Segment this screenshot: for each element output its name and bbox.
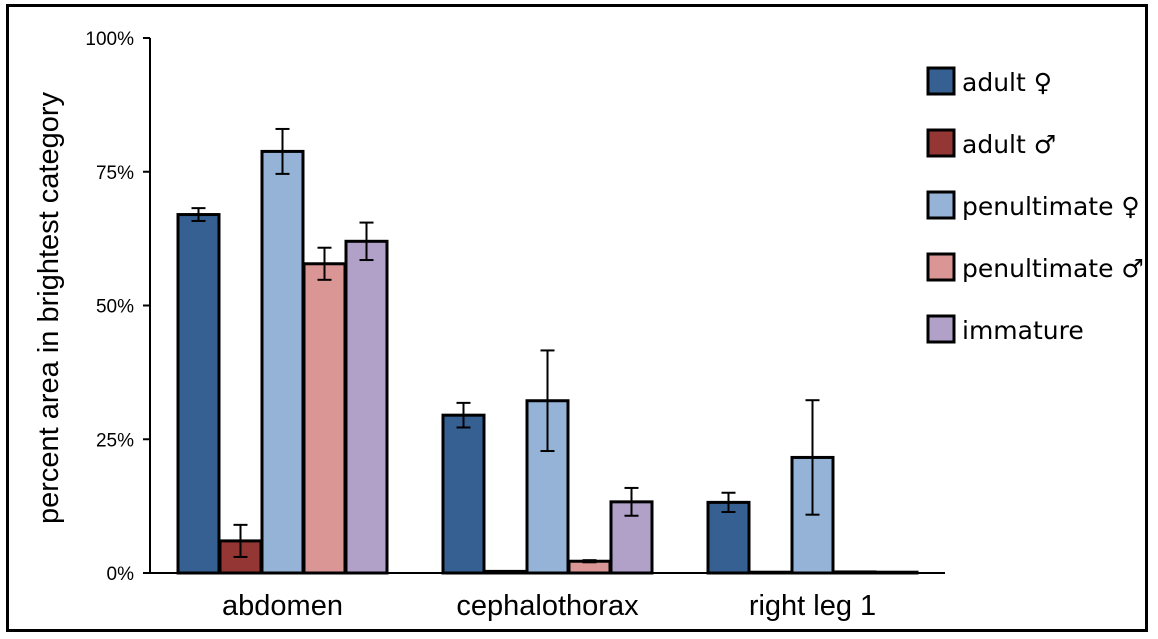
legend-label: penultimate ♀	[962, 192, 1140, 221]
y-ticks-layer: 0% 25% 50% 75% 100%	[85, 29, 150, 585]
y-tick-label: 0%	[107, 564, 135, 585]
bar	[260, 149, 305, 575]
error-bars-layer	[191, 127, 820, 564]
y-tick-label: 75%	[96, 163, 134, 184]
legend-label: penultimate ♂	[962, 254, 1144, 283]
legend-swatch	[926, 314, 956, 344]
y-axis-title: percent area in brightest category	[33, 91, 65, 524]
bar	[344, 239, 389, 575]
legend-label: immature	[962, 316, 1084, 345]
legend-swatch	[926, 252, 956, 282]
legend-label: adult ♀	[962, 68, 1052, 97]
y-tick-label: 25%	[96, 430, 134, 451]
category-labels-layer: abdomen cephalothorax right leg 1	[222, 590, 876, 622]
category-label: abdomen	[222, 590, 343, 622]
category-label: right leg 1	[749, 590, 876, 622]
legend-swatch	[926, 128, 956, 158]
bar	[302, 262, 347, 575]
bars-layer	[176, 149, 919, 575]
y-tick-label: 50%	[96, 297, 134, 318]
legend-swatch	[926, 190, 956, 220]
y-tick-label: 100%	[85, 29, 134, 50]
legend-label: adult ♂	[962, 130, 1056, 159]
legend-swatch	[926, 66, 956, 96]
category-label: cephalothorax	[456, 590, 639, 622]
legend: adult ♀ adult ♂ penultimate ♀ penultimate ♂…	[926, 66, 1144, 345]
bar	[441, 413, 486, 575]
bar	[176, 213, 221, 575]
